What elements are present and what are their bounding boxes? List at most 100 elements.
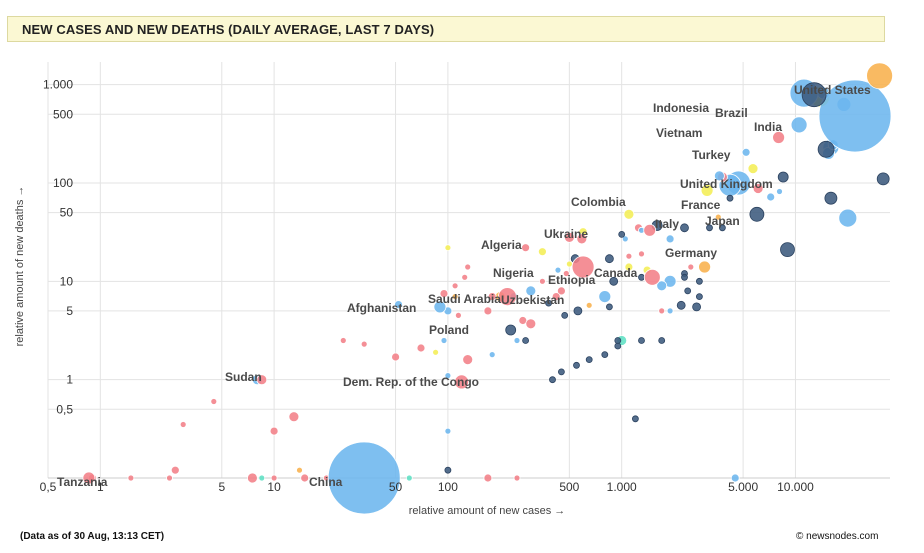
data-point-saudi-arabia[interactable] xyxy=(497,287,517,307)
data-point-united-states[interactable] xyxy=(866,62,893,90)
data-point[interactable] xyxy=(210,398,218,405)
data-point[interactable] xyxy=(440,337,448,344)
data-point[interactable] xyxy=(638,337,645,344)
data-point[interactable] xyxy=(405,474,413,482)
data-point[interactable] xyxy=(681,273,688,281)
data-point[interactable] xyxy=(288,411,300,423)
data-point[interactable] xyxy=(462,354,474,366)
data-point-uzbekistan[interactable] xyxy=(573,306,583,316)
data-point-algeria[interactable] xyxy=(576,233,588,245)
data-point[interactable] xyxy=(483,473,493,483)
data-point[interactable] xyxy=(258,474,266,482)
data-point[interactable] xyxy=(706,224,713,232)
data-point[interactable] xyxy=(127,474,135,482)
data-point[interactable] xyxy=(487,292,497,302)
data-point[interactable] xyxy=(513,337,521,344)
data-point-nigeria[interactable] xyxy=(571,255,595,279)
data-point[interactable] xyxy=(601,351,609,359)
data-point[interactable] xyxy=(776,188,783,195)
data-point[interactable] xyxy=(741,147,751,157)
data-point-france[interactable] xyxy=(824,191,838,205)
data-point-colombia[interactable] xyxy=(700,183,714,197)
data-point-dem-rep-of-the-congo[interactable] xyxy=(454,374,470,390)
data-point[interactable] xyxy=(747,163,759,175)
data-point[interactable] xyxy=(687,263,695,271)
data-point[interactable] xyxy=(394,300,403,310)
data-point[interactable] xyxy=(464,263,472,271)
data-point[interactable] xyxy=(166,474,173,482)
data-point-turkey[interactable] xyxy=(817,140,835,158)
data-point-ethiopia[interactable] xyxy=(643,268,661,286)
data-point[interactable] xyxy=(665,234,675,244)
data-point[interactable] xyxy=(714,213,722,221)
data-point[interactable] xyxy=(488,351,496,359)
data-point[interactable] xyxy=(391,352,401,362)
data-point[interactable] xyxy=(585,356,593,364)
data-point[interactable] xyxy=(696,293,703,301)
data-point[interactable] xyxy=(554,266,562,274)
data-point[interactable] xyxy=(444,244,452,252)
data-point-ukraine[interactable] xyxy=(643,223,657,237)
data-point[interactable] xyxy=(585,301,593,309)
data-point[interactable] xyxy=(439,289,449,299)
data-point[interactable] xyxy=(360,340,368,348)
data-point[interactable] xyxy=(561,311,569,319)
data-point[interactable] xyxy=(692,302,701,312)
data-point[interactable] xyxy=(609,276,619,286)
data-point[interactable] xyxy=(513,474,521,482)
data-point-brazil[interactable] xyxy=(801,82,827,108)
data-point[interactable] xyxy=(339,337,347,344)
data-point-tanzania[interactable] xyxy=(82,471,96,485)
data-point[interactable] xyxy=(538,247,547,257)
data-point[interactable] xyxy=(170,465,180,475)
data-point[interactable] xyxy=(658,337,666,344)
data-point[interactable] xyxy=(623,208,635,220)
data-point[interactable] xyxy=(451,282,459,290)
data-point[interactable] xyxy=(638,273,645,281)
data-point[interactable] xyxy=(638,250,645,258)
data-point[interactable] xyxy=(598,290,612,304)
data-point-afghanistan[interactable] xyxy=(433,300,447,314)
data-point[interactable] xyxy=(606,303,613,311)
data-point[interactable] xyxy=(658,307,666,315)
data-point-canada[interactable] xyxy=(698,260,711,274)
data-point[interactable] xyxy=(625,252,633,260)
data-point[interactable] xyxy=(790,116,808,134)
data-point[interactable] xyxy=(714,170,725,182)
data-point[interactable] xyxy=(522,337,529,344)
data-point[interactable] xyxy=(454,311,462,319)
data-point[interactable] xyxy=(179,421,187,428)
data-point[interactable] xyxy=(632,415,639,423)
data-point[interactable] xyxy=(696,277,703,285)
data-point[interactable] xyxy=(539,277,546,285)
data-point[interactable] xyxy=(656,280,668,292)
data-point-india[interactable] xyxy=(818,79,892,153)
data-point[interactable] xyxy=(432,348,440,356)
data-point-japan[interactable] xyxy=(838,208,858,228)
data-point[interactable] xyxy=(551,292,561,302)
data-point[interactable] xyxy=(676,300,686,310)
data-point[interactable] xyxy=(444,427,452,435)
data-point[interactable] xyxy=(726,194,734,202)
data-point[interactable] xyxy=(549,376,556,384)
data-point[interactable] xyxy=(621,235,629,243)
data-point[interactable] xyxy=(444,466,452,474)
data-point[interactable] xyxy=(416,343,426,353)
data-point[interactable] xyxy=(666,307,674,315)
data-point[interactable] xyxy=(719,224,726,232)
data-point-italy[interactable] xyxy=(749,206,765,222)
data-point[interactable] xyxy=(614,337,622,344)
data-point[interactable] xyxy=(680,223,689,233)
data-point[interactable] xyxy=(777,171,789,183)
data-point[interactable] xyxy=(461,273,469,281)
data-point[interactable] xyxy=(296,466,303,474)
data-point[interactable] xyxy=(300,473,310,483)
data-point[interactable] xyxy=(564,231,575,243)
data-point[interactable] xyxy=(573,361,580,369)
data-point[interactable] xyxy=(566,260,573,268)
data-point[interactable] xyxy=(451,293,459,301)
data-point-sudan[interactable] xyxy=(256,374,268,386)
data-point[interactable] xyxy=(525,285,537,297)
data-point[interactable] xyxy=(752,183,764,194)
data-point[interactable] xyxy=(618,230,626,238)
